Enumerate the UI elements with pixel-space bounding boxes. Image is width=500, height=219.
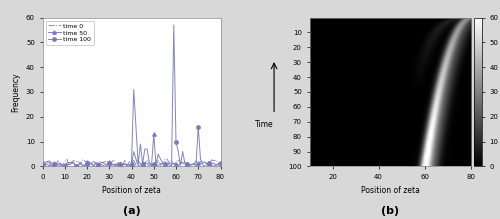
time 100 <box>138 164 143 166</box>
time 0 <box>66 165 72 168</box>
time 50 <box>218 165 224 168</box>
time 100 <box>218 161 224 164</box>
Legend: time 0, time 50, time 100: time 0, time 50, time 100 <box>46 21 94 45</box>
Text: (a): (a) <box>122 206 140 216</box>
time 100 <box>153 164 159 167</box>
Y-axis label: Frequency: Frequency <box>12 72 20 112</box>
time 0 <box>164 158 170 160</box>
time 50 <box>198 161 203 163</box>
time 50 <box>130 88 136 91</box>
time 50 <box>155 153 161 155</box>
time 0 <box>40 159 46 162</box>
time 50 <box>204 163 210 166</box>
time 50 <box>40 162 46 165</box>
time 50 <box>142 148 148 150</box>
time 50 <box>175 165 181 168</box>
time 0 <box>153 164 159 167</box>
time 50 <box>188 164 194 166</box>
time 100 <box>171 24 177 26</box>
time 100 <box>175 150 181 153</box>
time 100 <box>40 163 46 165</box>
Line: time 50: time 50 <box>41 88 222 168</box>
time 100 <box>148 165 154 168</box>
X-axis label: Position of zeta: Position of zeta <box>102 186 161 195</box>
time 0 <box>188 163 194 166</box>
time 100 <box>204 165 210 168</box>
X-axis label: Position of zeta: Position of zeta <box>360 186 420 195</box>
time 50 <box>48 165 54 168</box>
Text: Time: Time <box>255 120 274 129</box>
time 100 <box>198 158 203 160</box>
time 0 <box>198 162 203 164</box>
Line: time 0: time 0 <box>42 159 220 166</box>
time 0 <box>140 159 145 162</box>
time 100 <box>188 163 194 166</box>
Text: (b): (b) <box>381 206 399 216</box>
time 0 <box>204 162 210 165</box>
time 0 <box>175 158 181 161</box>
time 0 <box>218 161 224 163</box>
Line: time 100: time 100 <box>41 23 222 168</box>
